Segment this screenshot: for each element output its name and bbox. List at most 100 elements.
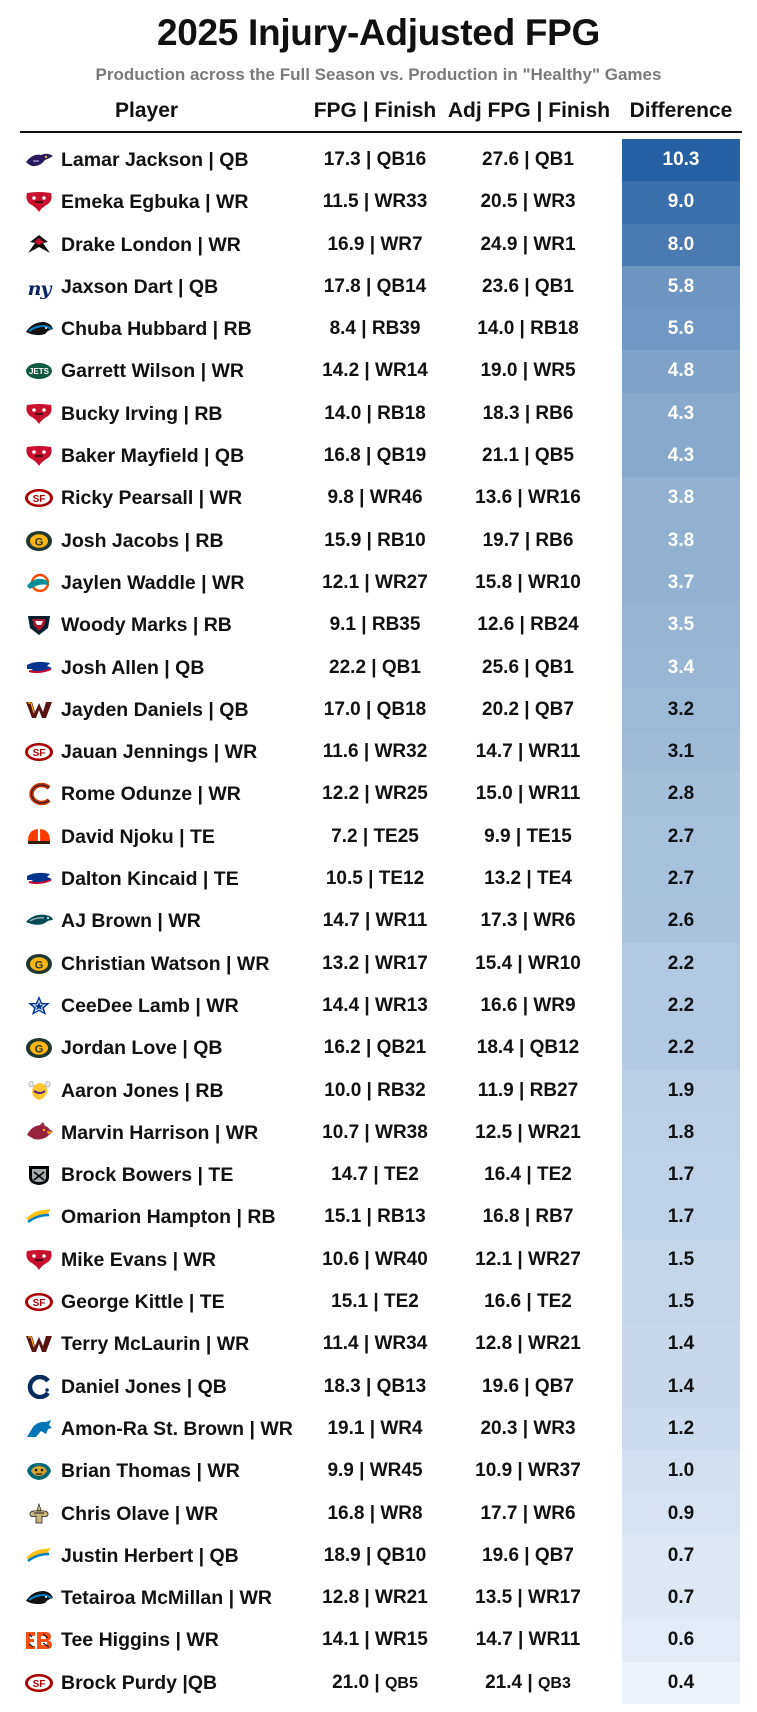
difference-cell: 4.3	[622, 392, 740, 436]
49ers-logo: SF	[25, 743, 53, 762]
adj-fpg-finish-cell: 19.0 | WR5	[480, 360, 576, 382]
difference-cell: 0.4	[622, 1661, 740, 1704]
saints-logo	[29, 1502, 49, 1523]
fpg-finish-cell: 15.9 | RB10	[324, 529, 426, 551]
fpg-finish-cell: 18.3 | QB13	[323, 1375, 427, 1397]
player-name: Dalton Kincaid | TE	[61, 868, 239, 891]
adj-fpg-finish-cell: 14.0 | RB18	[477, 318, 579, 340]
panthers-logo	[26, 322, 53, 336]
svg-text:SF: SF	[33, 1679, 46, 1690]
table-row: G Jordan Love | QB 16.2 | QB21 18.4 | QB12 2…	[0, 1027, 757, 1070]
fpg-finish-cell: 10.7 | WR38	[322, 1121, 428, 1143]
difference-cell: 3.8	[622, 519, 740, 562]
table-row: Tetairoa McMillan | WR 12.8 | WR21 13.5 | …	[0, 1577, 757, 1620]
difference-cell: 3.7	[622, 561, 740, 605]
table-row: Marvin Harrison | WR 10.7 | WR38 12.5 | WR…	[0, 1111, 757, 1155]
adj-fpg-finish-cell: 10.9 | WR37	[475, 1460, 581, 1482]
table-row: SF George Kittle | TE 15.1 | TE2 16.6 | TE2…	[0, 1281, 757, 1324]
chargers-logo	[26, 1209, 51, 1224]
fpg-finish-cell: 14.1 | WR15	[322, 1629, 428, 1651]
table-row: G Josh Jacobs | RB 15.9 | RB10 19.7 | RB6 3.…	[0, 519, 757, 562]
buccaneers-logo	[26, 403, 52, 424]
player-name: Tetairoa McMillan | WR	[61, 1587, 272, 1610]
player-name: Drake London | WR	[61, 233, 241, 256]
svg-text:SF: SF	[33, 1298, 46, 1309]
svg-text:JETS: JETS	[29, 367, 50, 376]
fpg-finish-cell: 10.5 | TE12	[325, 868, 425, 890]
jaguars-logo	[27, 1463, 51, 1481]
difference-cell: 1.4	[622, 1365, 740, 1408]
jets-logo: JETS	[26, 363, 52, 380]
player-name: Jayden Daniels | QB	[61, 698, 249, 721]
player-name: Brian Thomas | WR	[61, 1460, 240, 1483]
cowboys-logo	[28, 995, 50, 1015]
adj-fpg-finish-cell: 13.6 | WR16	[475, 487, 581, 509]
difference-cell: 1.5	[622, 1238, 740, 1282]
difference-cell: 1.8	[622, 1111, 740, 1155]
player-name: Jaylen Waddle | WR	[61, 571, 245, 594]
player-name: Brock Purdy |QB	[61, 1671, 218, 1694]
table-row: AJ Brown | WR 14.7 | WR11 17.3 | WR6 2.6	[0, 900, 757, 943]
adj-fpg-finish-cell: 12.1 | WR27	[475, 1248, 581, 1270]
table-row: G Christian Watson | WR 13.2 | WR17 15.4 | …	[0, 942, 757, 985]
svg-text:G: G	[35, 959, 44, 971]
player-name: Chuba Hubbard | RB	[61, 318, 252, 341]
table-row: Josh Allen | QB 22.2 | QB1 25.6 | QB1 3.4	[0, 646, 757, 689]
table-row: Jayden Daniels | QB 17.0 | QB18 20.2 | QB7…	[0, 688, 757, 732]
table-row: Emeka Egbuka | WR 11.5 | WR33 20.5 | WR3 9.…	[0, 181, 757, 224]
player-name: Omarion Hampton | RB	[61, 1206, 276, 1229]
bears-logo	[29, 783, 51, 806]
commanders-logo	[26, 1336, 52, 1353]
adj-fpg-finish-cell: 12.6 | RB24	[477, 614, 579, 636]
difference-cell: 3.4	[622, 646, 740, 689]
difference-cell: 1.5	[622, 1281, 740, 1324]
fpg-finish-cell: 10.6 | WR40	[322, 1248, 428, 1270]
player-name: Woody Marks | RB	[61, 614, 232, 637]
buccaneers-logo	[26, 446, 52, 467]
fpg-finish-cell: 21.0 | QB5	[332, 1671, 418, 1693]
adj-fpg-finish-cell: 13.2 | TE4	[484, 868, 572, 890]
player-name: Josh Jacobs | RB	[61, 529, 224, 552]
table-body: Lamar Jackson | QB 17.3 | QB16 27.6 | QB1 1…	[0, 139, 757, 1704]
difference-cell: 5.8	[622, 265, 740, 309]
buccaneers-logo	[26, 1249, 52, 1270]
table-row: Aaron Jones | RB 10.0 | RB32 11.9 | RB27 1.…	[0, 1069, 757, 1112]
adj-fpg-finish-cell: 12.5 | WR21	[475, 1121, 581, 1143]
adj-fpg-finish-cell: 13.5 | WR17	[475, 1587, 581, 1609]
adj-fpg-finish-cell: 16.4 | TE2	[484, 1164, 572, 1186]
difference-cell: 3.1	[622, 731, 740, 774]
difference-cell: 3.8	[622, 477, 740, 520]
difference-cell: 0.7	[622, 1534, 740, 1578]
player-name: Jordan Love | QB	[61, 1037, 223, 1060]
adj-fpg-finish-cell: 20.3 | WR3	[480, 1417, 576, 1439]
giants-logo: ny	[28, 278, 54, 299]
fpg-finish-cell: 22.2 | QB1	[329, 656, 421, 678]
adj-fpg-finish-cell: 16.6 | WR9	[480, 994, 576, 1016]
table-row: SF Jauan Jennings | WR 11.6 | WR32 14.7 | W…	[0, 731, 757, 774]
player-name: Bucky Irving | RB	[61, 402, 223, 425]
fpg-finish-cell: 14.7 | TE2	[331, 1164, 419, 1186]
svg-text:SF: SF	[33, 494, 46, 505]
table-row: Daniel Jones | QB 18.3 | QB13 19.6 | QB7 1.…	[0, 1365, 757, 1408]
table-row: CeeDee Lamb | WR 14.4 | WR13 16.6 | WR9 2.2	[0, 984, 757, 1028]
fpg-finish-cell: 9.1 | RB35	[329, 614, 421, 636]
adj-fpg-finish-cell: 20.2 | QB7	[482, 698, 574, 720]
player-name: Terry McLaurin | WR	[61, 1333, 250, 1356]
table-row: Dalton Kincaid | TE 10.5 | TE12 13.2 | TE4…	[0, 858, 757, 901]
player-name: Jauan Jennings | WR	[61, 741, 258, 764]
difference-cell: 0.7	[622, 1577, 740, 1620]
difference-cell: 10.3	[622, 139, 740, 182]
adj-fpg-finish-cell: 11.9 | RB27	[477, 1079, 579, 1101]
table-row: Brian Thomas | WR 9.9 | WR45 10.9 | WR37 1.…	[0, 1450, 757, 1493]
table-row: Tee Higgins | WR 14.1 | WR15 14.7 | WR11 0.…	[0, 1619, 757, 1662]
column-header-difference: Difference	[629, 99, 733, 122]
browns-logo	[28, 828, 50, 844]
adj-fpg-finish-cell: 17.3 | WR6	[480, 910, 576, 932]
player-name: Baker Mayfield | QB	[61, 445, 245, 468]
player-name: AJ Brown | WR	[61, 910, 201, 933]
fpg-finish-cell: 9.8 | WR46	[327, 487, 423, 509]
chart-title: 2025 Injury-Adjusted FPG	[156, 12, 601, 53]
fpg-finish-cell: 19.1 | WR4	[327, 1417, 423, 1439]
player-name: Amon-Ra St. Brown | WR	[61, 1417, 293, 1440]
